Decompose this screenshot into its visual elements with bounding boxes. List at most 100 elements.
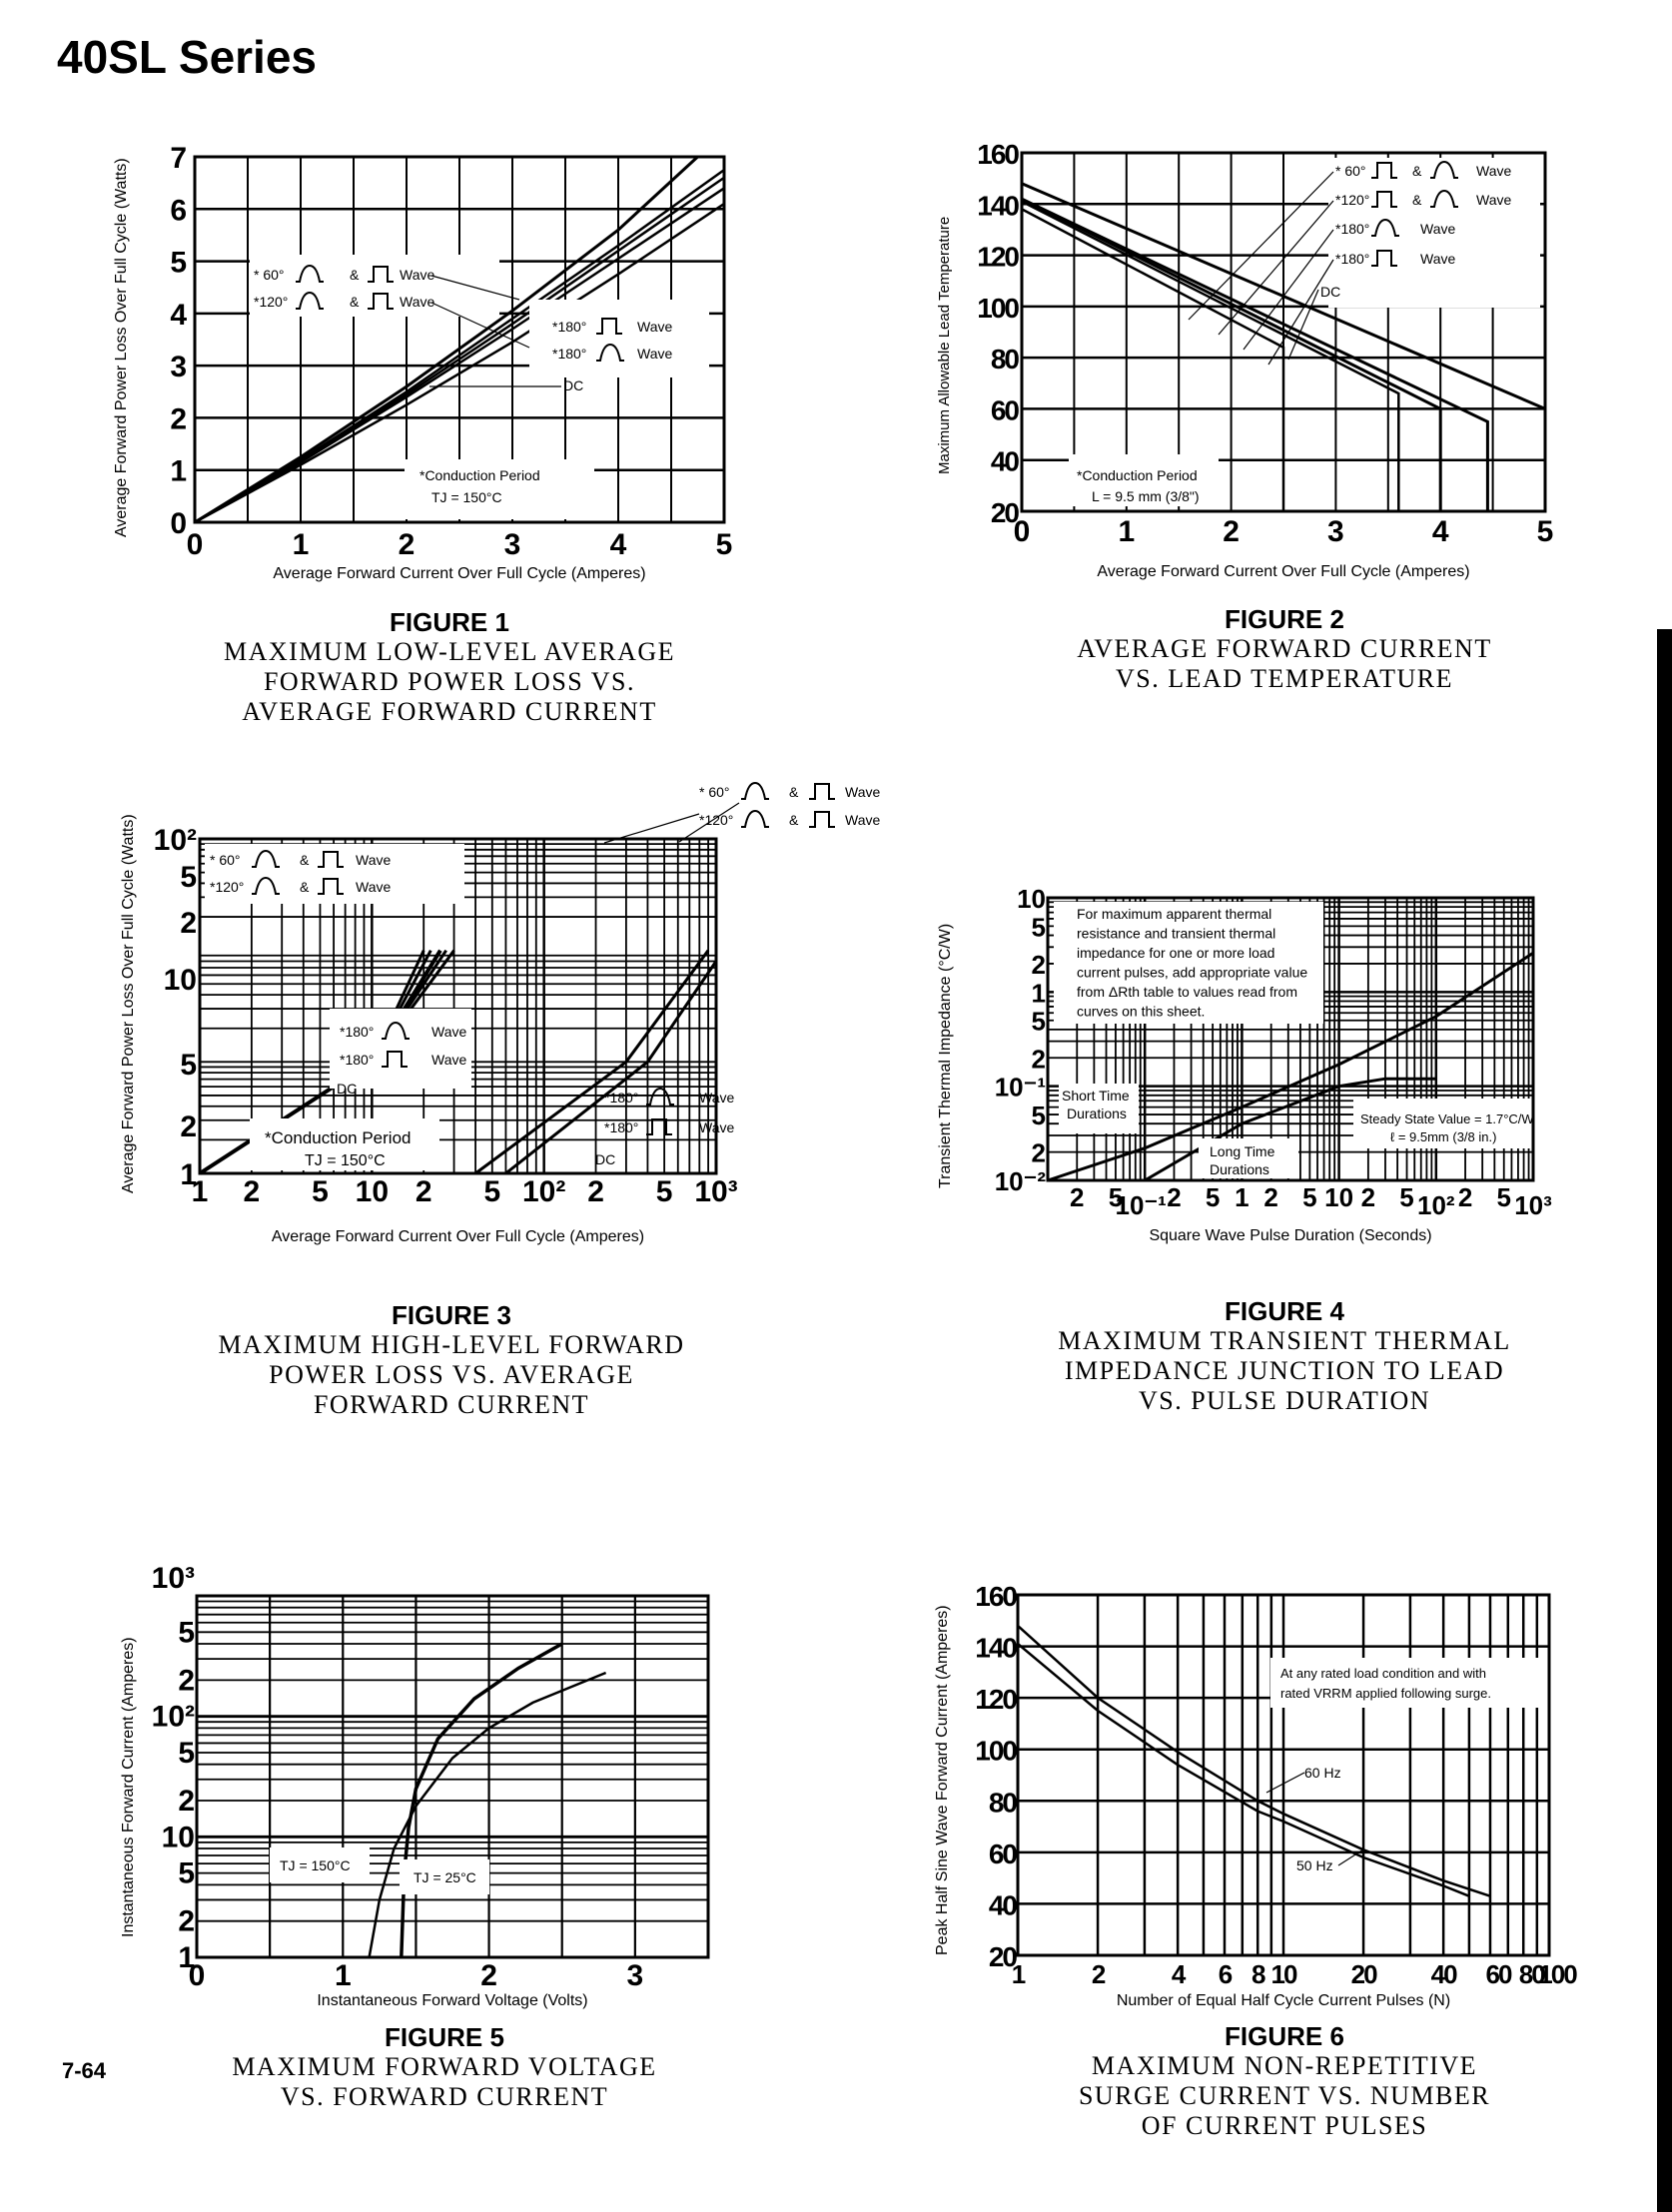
figure-5-title-line-2: VS. FORWARD CURRENT bbox=[280, 2082, 609, 2111]
svg-text:4: 4 bbox=[1172, 1959, 1187, 1989]
svg-text:5: 5 bbox=[1032, 1007, 1046, 1037]
svg-text:80: 80 bbox=[989, 1787, 1018, 1818]
svg-text:6: 6 bbox=[170, 194, 187, 227]
svg-text:2: 2 bbox=[180, 1110, 197, 1143]
figure-3-curve-5 bbox=[474, 949, 710, 1175]
figure-5-xlabel: Instantaneous Forward Voltage (Volts) bbox=[317, 1992, 588, 2009]
svg-text:ℓ = 9.5mm (3/8 in.): ℓ = 9.5mm (3/8 in.) bbox=[1390, 1129, 1496, 1144]
svg-text:120: 120 bbox=[977, 242, 1019, 273]
sine-wave-icon bbox=[296, 264, 324, 283]
svg-text:Wave: Wave bbox=[356, 852, 391, 868]
page-edge-bar bbox=[1657, 629, 1672, 2212]
svg-text:10: 10 bbox=[356, 1175, 389, 1208]
svg-text:Wave: Wave bbox=[845, 812, 880, 828]
svg-text:10: 10 bbox=[1271, 1959, 1297, 1989]
svg-text:Wave: Wave bbox=[637, 319, 672, 335]
svg-text:1: 1 bbox=[1012, 1959, 1026, 1989]
sine-wave-icon bbox=[1430, 189, 1458, 208]
figure-4-title-line-3: VS. PULSE DURATION bbox=[1138, 1386, 1431, 1415]
square-wave-icon bbox=[1371, 250, 1397, 267]
svg-text:5: 5 bbox=[178, 1616, 195, 1649]
svg-text:*Conduction Period: *Conduction Period bbox=[419, 467, 540, 483]
svg-text:DC: DC bbox=[595, 1151, 615, 1167]
svg-text:Wave: Wave bbox=[699, 1090, 734, 1106]
svg-text:10³: 10³ bbox=[694, 1175, 737, 1208]
figure-2-curve-1 bbox=[1021, 200, 1400, 511]
sine-wave-icon bbox=[646, 1087, 674, 1106]
square-wave-icon bbox=[368, 293, 394, 310]
svg-text:2: 2 bbox=[1092, 1959, 1106, 1989]
figure-2-label: FIGURE 2 bbox=[1225, 604, 1344, 634]
svg-text:TJ = 150°C: TJ = 150°C bbox=[305, 1152, 386, 1169]
svg-text:5: 5 bbox=[178, 1737, 195, 1770]
svg-text:60: 60 bbox=[1486, 1959, 1512, 1989]
svg-text:160: 160 bbox=[975, 1581, 1017, 1612]
svg-text:5: 5 bbox=[1206, 1182, 1220, 1212]
figure-1-title-line-3: AVERAGE FORWARD CURRENT bbox=[242, 697, 657, 726]
svg-text:10²: 10² bbox=[1417, 1190, 1455, 1220]
svg-text:impedance for one or more load: impedance for one or more load bbox=[1077, 945, 1274, 961]
svg-text:Wave: Wave bbox=[431, 1052, 466, 1068]
svg-text:2: 2 bbox=[180, 907, 197, 940]
svg-text:10²: 10² bbox=[522, 1175, 565, 1208]
sine-wave-icon bbox=[1430, 160, 1458, 179]
svg-text:Wave: Wave bbox=[1476, 192, 1511, 208]
square-wave-icon bbox=[1371, 162, 1397, 179]
figure-5-label: FIGURE 5 bbox=[385, 2022, 504, 2052]
svg-text:60 Hz: 60 Hz bbox=[1304, 1765, 1341, 1781]
svg-text:140: 140 bbox=[975, 1633, 1017, 1664]
svg-text:* 60°: * 60° bbox=[1335, 163, 1366, 179]
figure-6-frame bbox=[1016, 1593, 1551, 1957]
svg-text:2: 2 bbox=[1070, 1182, 1084, 1212]
svg-text:2: 2 bbox=[178, 1664, 195, 1697]
figure-1-frame bbox=[193, 155, 726, 524]
figure-4-label: FIGURE 4 bbox=[1225, 1296, 1344, 1326]
svg-text:1: 1 bbox=[1118, 515, 1135, 548]
svg-text:DC: DC bbox=[337, 1081, 357, 1097]
svg-text:1: 1 bbox=[170, 455, 187, 488]
svg-text:100: 100 bbox=[1538, 1959, 1577, 1989]
svg-text:Wave: Wave bbox=[400, 267, 434, 283]
square-wave-icon bbox=[318, 851, 344, 868]
svg-text:TJ = 150°C: TJ = 150°C bbox=[431, 489, 502, 505]
svg-text:For maximum apparent thermal: For maximum apparent thermal bbox=[1077, 906, 1271, 922]
svg-text:0: 0 bbox=[1014, 515, 1031, 548]
figure-1-xlabel: Average Forward Current Over Full Cycle … bbox=[273, 565, 646, 582]
svg-text:*Conduction Period: *Conduction Period bbox=[265, 1128, 411, 1147]
figure-2-title-line-2: VS. LEAD TEMPERATURE bbox=[1116, 664, 1453, 693]
svg-text:1: 1 bbox=[1032, 978, 1046, 1008]
sine-wave-icon bbox=[596, 343, 624, 362]
svg-text:1: 1 bbox=[180, 1158, 197, 1191]
svg-text:4: 4 bbox=[1432, 515, 1449, 548]
svg-text:10³: 10³ bbox=[1514, 1190, 1552, 1220]
figure-1-curve-4 bbox=[194, 203, 725, 524]
svg-text:&: & bbox=[350, 294, 360, 310]
figure-6-title-line-2: SURGE CURRENT VS. NUMBER bbox=[1078, 2081, 1491, 2110]
figure-4-title-line-1: MAXIMUM TRANSIENT THERMAL bbox=[1058, 1326, 1511, 1355]
svg-text:&: & bbox=[789, 812, 799, 828]
svg-text:*180°: *180° bbox=[552, 319, 586, 335]
svg-text:*120°: *120° bbox=[1335, 192, 1369, 208]
figure-2-caption: FIGURE 2 AVERAGE FORWARD CURRENT VS. LEA… bbox=[1005, 604, 1564, 694]
figure-6-xlabel: Number of Equal Half Cycle Current Pulse… bbox=[1116, 1992, 1451, 2009]
svg-text:*180°: *180° bbox=[552, 346, 586, 362]
svg-text:Wave: Wave bbox=[1420, 251, 1455, 267]
svg-text:2: 2 bbox=[480, 1959, 497, 1992]
figure-4-frame bbox=[1046, 896, 1535, 1182]
svg-text:&: & bbox=[1412, 163, 1422, 179]
svg-text:7: 7 bbox=[170, 142, 187, 175]
svg-text:Durations: Durations bbox=[1067, 1106, 1127, 1121]
svg-text:5: 5 bbox=[1399, 1182, 1413, 1212]
svg-text:40: 40 bbox=[1431, 1959, 1457, 1989]
svg-text:Wave: Wave bbox=[400, 294, 434, 310]
svg-text:*180°: *180° bbox=[1335, 221, 1369, 237]
svg-text:1: 1 bbox=[293, 528, 310, 561]
svg-text:Short Time: Short Time bbox=[1062, 1088, 1130, 1104]
svg-text:3: 3 bbox=[170, 351, 187, 383]
figure-2-title-line-1: AVERAGE FORWARD CURRENT bbox=[1077, 634, 1492, 663]
svg-text:5: 5 bbox=[1109, 1182, 1123, 1212]
square-wave-icon bbox=[596, 318, 622, 335]
